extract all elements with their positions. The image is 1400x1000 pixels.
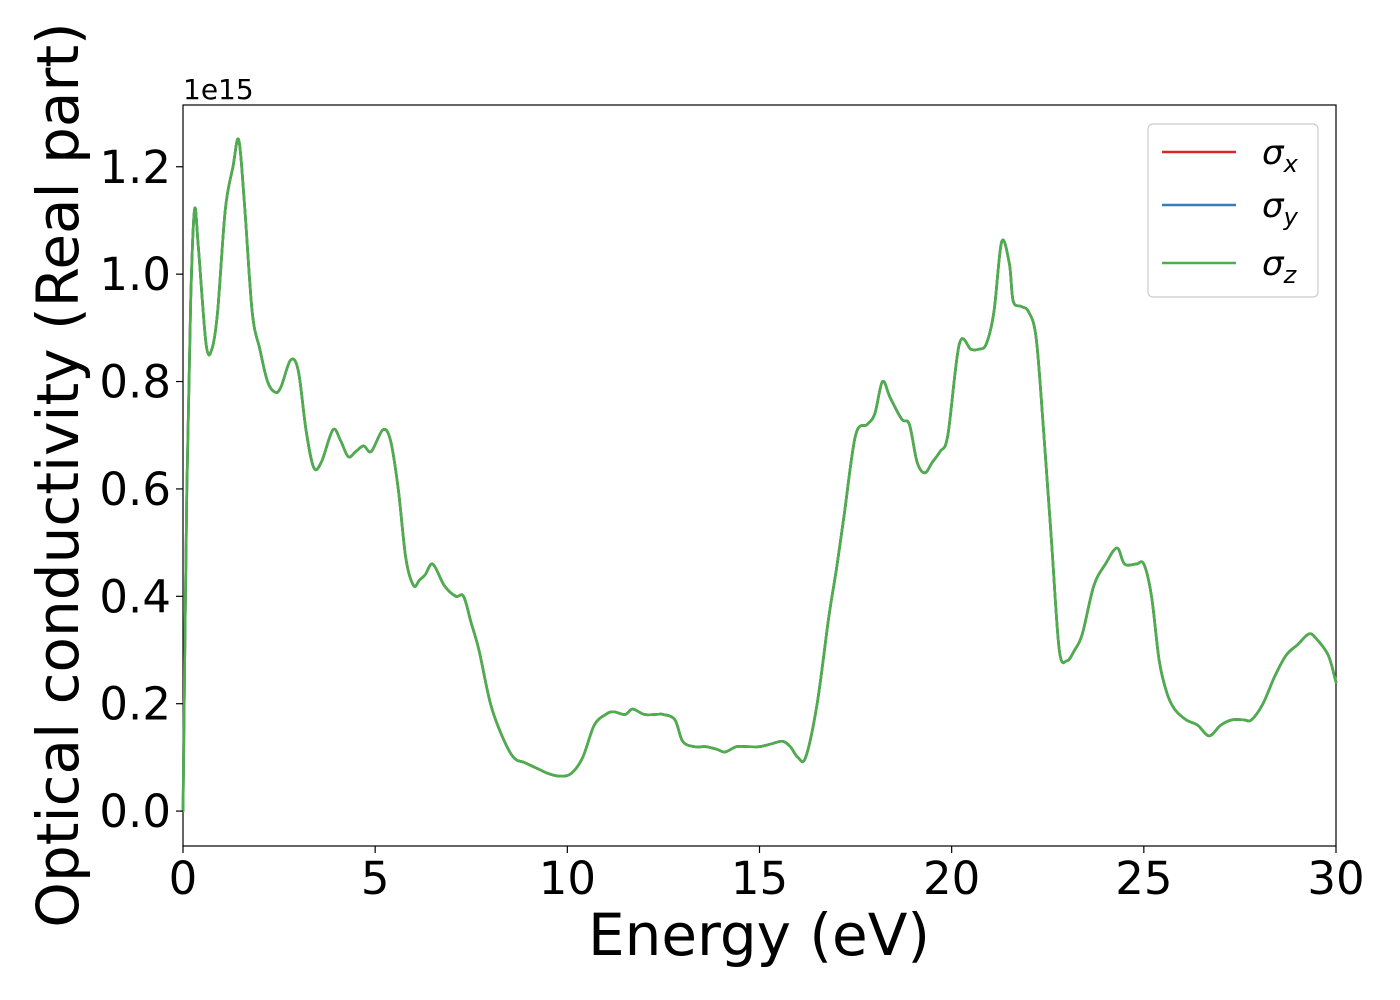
y-tick-label: 0.0 xyxy=(99,785,171,838)
y-axis-offset-text: 1e15 xyxy=(183,73,254,106)
series-line-sigma-z xyxy=(181,137,1338,813)
legend-subscript: x xyxy=(1283,150,1299,178)
legend-symbol: σ xyxy=(1262,244,1285,284)
x-axis-ticks: 0 5 10 15 20 25 30 xyxy=(169,846,1365,905)
legend-label: σy xyxy=(1262,186,1299,231)
y-tick-label: 0.8 xyxy=(99,356,171,409)
legend-subscript: y xyxy=(1283,203,1299,231)
legend-subscript: z xyxy=(1283,261,1298,289)
legend-symbol: σ xyxy=(1262,186,1285,226)
legend-label: σx xyxy=(1262,133,1299,178)
y-tick-label: 0.2 xyxy=(99,678,171,731)
x-tick-label: 5 xyxy=(361,852,390,905)
y-tick-label: 0.6 xyxy=(99,463,171,516)
x-axis-label: Energy (eV) xyxy=(588,901,930,969)
y-axis-ticks: 0.0 0.2 0.4 0.6 0.8 1.0 1.2 xyxy=(99,141,183,838)
x-tick-label: 10 xyxy=(539,852,596,905)
y-axis-label: Optical conductivity (Real part) xyxy=(24,22,92,927)
legend-box xyxy=(1147,123,1319,298)
legend-symbol: σ xyxy=(1262,133,1285,173)
x-tick-label: 25 xyxy=(1115,852,1172,905)
legend-label: σz xyxy=(1262,244,1298,289)
series-layer xyxy=(181,137,1338,813)
x-tick-label: 20 xyxy=(923,852,980,905)
x-tick-label: 0 xyxy=(169,852,198,905)
x-tick-label: 15 xyxy=(731,852,788,905)
y-tick-label: 1.2 xyxy=(99,141,171,194)
y-tick-label: 0.4 xyxy=(99,570,171,623)
y-tick-label: 1.0 xyxy=(99,248,171,301)
x-tick-label: 30 xyxy=(1307,852,1364,905)
